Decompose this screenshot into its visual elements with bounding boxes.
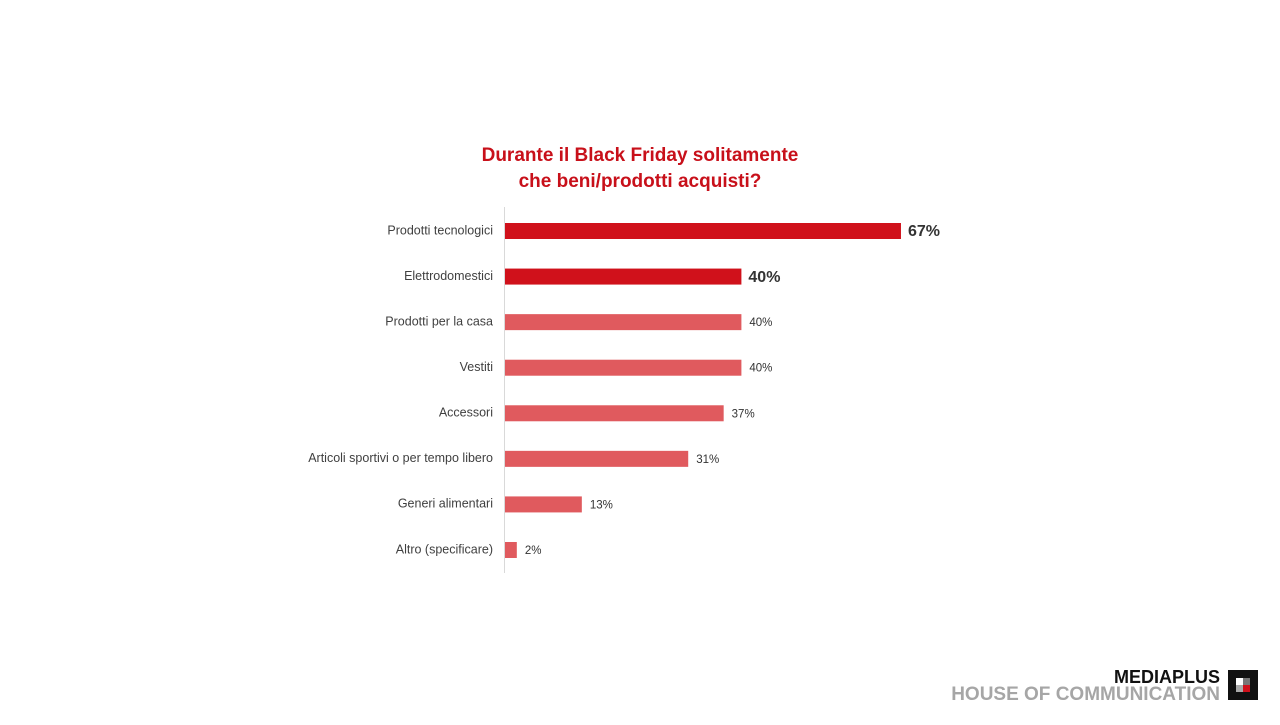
- category-label: Generi alimentari: [398, 497, 493, 511]
- value-label: 40%: [748, 269, 780, 286]
- value-label: 13%: [590, 499, 613, 511]
- logo-icon: [1228, 670, 1258, 700]
- value-label: 67%: [908, 223, 940, 240]
- value-label: 37%: [732, 408, 755, 420]
- bar: [505, 541, 517, 558]
- category-label: Vestiti: [460, 360, 493, 374]
- value-label: 2%: [525, 545, 542, 557]
- category-label: Articoli sportivi o per tempo libero: [308, 451, 493, 465]
- bar: [505, 223, 901, 239]
- value-label: 31%: [696, 454, 719, 466]
- chart-title: che beni/prodotti acquisti?: [519, 171, 762, 192]
- value-label: 40%: [749, 363, 772, 375]
- bar: [505, 405, 724, 422]
- logo-name: MEDIAPLUS: [1114, 667, 1220, 687]
- logo-tagline: HOUSE OF COMMUNICATION: [951, 684, 1220, 705]
- value-label: 40%: [749, 317, 772, 329]
- category-label: Accessori: [439, 406, 493, 420]
- category-label: Altro (specificare): [396, 542, 493, 556]
- category-label: Prodotti per la casa: [385, 314, 493, 328]
- bar: [505, 314, 742, 331]
- category-label: Elettrodomestici: [404, 269, 493, 283]
- bar: [505, 268, 742, 285]
- category-label: Prodotti tecnologici: [387, 223, 493, 237]
- chart-title: Durante il Black Friday solitamente: [482, 145, 799, 166]
- bar: [505, 496, 582, 513]
- bar: [505, 450, 689, 467]
- bar: [505, 359, 742, 376]
